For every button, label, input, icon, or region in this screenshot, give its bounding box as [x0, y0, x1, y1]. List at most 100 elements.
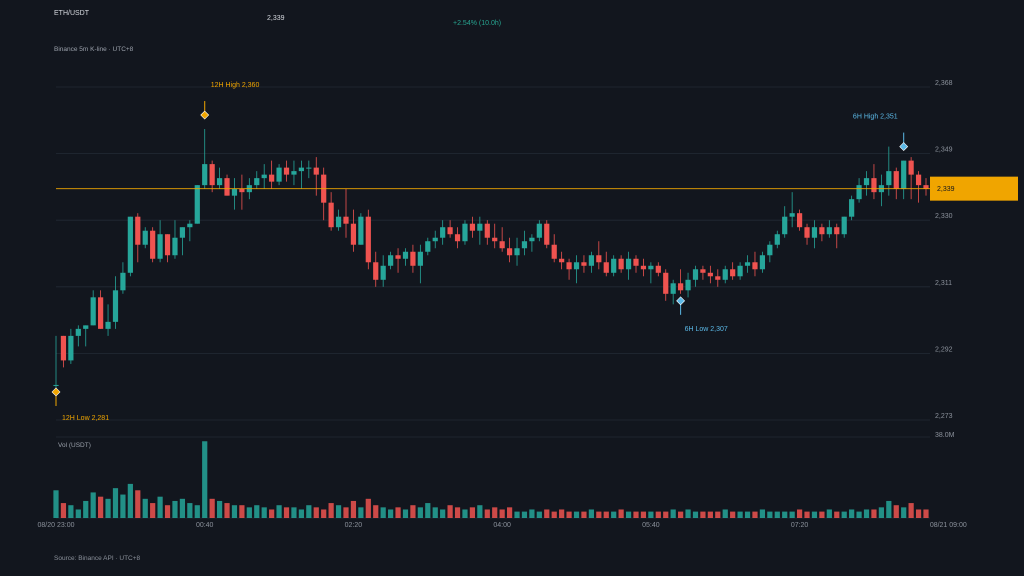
volume-bar	[819, 511, 825, 518]
current-price-label: 2,339	[937, 186, 955, 193]
volume-bar	[216, 500, 223, 518]
volume-bar	[350, 500, 357, 518]
volume-bar	[618, 509, 624, 518]
volume-bar	[655, 511, 661, 518]
candle-body	[283, 167, 290, 175]
candle-body	[707, 272, 713, 277]
candle-body	[395, 255, 401, 259]
candle-body	[120, 272, 126, 291]
candle-body	[625, 258, 632, 270]
volume-bar	[239, 505, 245, 518]
candle-body	[328, 202, 334, 228]
volume-bar	[886, 500, 892, 518]
candle-body	[425, 241, 431, 252]
volume-bar	[462, 509, 468, 518]
candle-body	[157, 234, 163, 259]
volume-bar	[796, 509, 803, 518]
volume-bar	[172, 500, 178, 518]
candle-body	[856, 185, 862, 200]
candle-body	[678, 283, 684, 291]
volume-bar	[566, 511, 572, 518]
volume-bar	[246, 507, 252, 518]
volume-bar	[767, 511, 773, 518]
candle-body	[454, 234, 461, 242]
candle-body	[915, 174, 922, 186]
volume-bar	[127, 483, 133, 518]
volume-bar	[395, 507, 401, 518]
candle-body	[447, 227, 453, 235]
volume-bar	[551, 511, 557, 518]
candle-body	[358, 216, 364, 245]
volume-bar	[112, 488, 119, 518]
candle-body	[388, 255, 394, 266]
y-tick-label: 2,349	[935, 147, 953, 154]
x-tick-label: 02:20	[345, 522, 363, 529]
volume-bar	[678, 511, 684, 518]
volume-bar	[715, 511, 721, 518]
volume-bar	[209, 498, 215, 518]
volume-bar	[529, 509, 535, 518]
volume-bar	[417, 507, 423, 518]
candle-body	[633, 258, 639, 266]
candle-body	[730, 269, 736, 277]
candle-body	[648, 265, 654, 270]
y-tick-label: 2,311	[935, 280, 952, 287]
volume-bar	[789, 511, 795, 518]
candle-body	[536, 223, 542, 238]
candle-body	[715, 276, 721, 280]
candle-body	[150, 230, 156, 259]
volume-bar	[640, 511, 647, 518]
volume-bar	[908, 503, 914, 518]
volume-bar	[164, 505, 171, 518]
candle-body	[759, 255, 766, 270]
source-note: Source: Binance API · UTC+8	[54, 555, 141, 562]
candle-body	[172, 237, 178, 256]
pair-title: ETH/USDT	[54, 10, 89, 17]
candle-body	[559, 258, 565, 263]
volume-bar	[811, 511, 818, 518]
marker-diamond	[51, 387, 61, 397]
volume-bar	[559, 509, 565, 518]
volume-bar	[700, 511, 706, 518]
candle-body	[618, 258, 624, 270]
volume-bar	[402, 509, 409, 518]
candle-body	[871, 178, 877, 193]
volume-bar	[707, 511, 713, 518]
volume-bar	[611, 511, 617, 518]
candle-body	[194, 185, 200, 224]
x-tick-label: 05:40	[642, 522, 660, 529]
candle-body	[276, 167, 282, 182]
candle-body	[68, 335, 74, 361]
candle-body	[521, 241, 528, 249]
candle-body	[796, 213, 803, 228]
volume-layer	[53, 441, 929, 518]
candle-body	[573, 262, 580, 270]
candle-body	[782, 216, 788, 235]
candle-body	[893, 171, 899, 189]
chart-subtitle: Binance 5m K-line · UTC+8	[54, 46, 134, 53]
volume-bar	[692, 511, 699, 518]
volume-max-label: 38.0M	[935, 432, 955, 439]
candles-layer	[53, 129, 929, 392]
volume-bar	[730, 511, 736, 518]
volume-bar	[440, 509, 446, 518]
candle-body	[529, 237, 535, 242]
volume-bar	[670, 509, 676, 518]
volume-bar	[596, 511, 602, 518]
candle-body	[923, 185, 929, 189]
grid-layer: 2,368 2,349 2,330 2,311 2,292 2,273 38.0M Vol (…	[38, 80, 967, 529]
volume-bar	[752, 511, 758, 518]
volume-bar	[202, 441, 208, 518]
candle-body	[239, 188, 245, 193]
marker-label: 12H Low 2,281	[62, 415, 109, 422]
candle-body	[365, 216, 371, 263]
volume-bar	[648, 511, 654, 518]
candle-body	[819, 227, 825, 235]
candle-body	[187, 223, 193, 228]
volume-bar	[231, 505, 238, 518]
candle-body	[209, 164, 215, 186]
marker-label: 6H Low 2,307	[685, 326, 728, 333]
candle-body	[596, 255, 602, 263]
volume-bar	[923, 509, 929, 518]
